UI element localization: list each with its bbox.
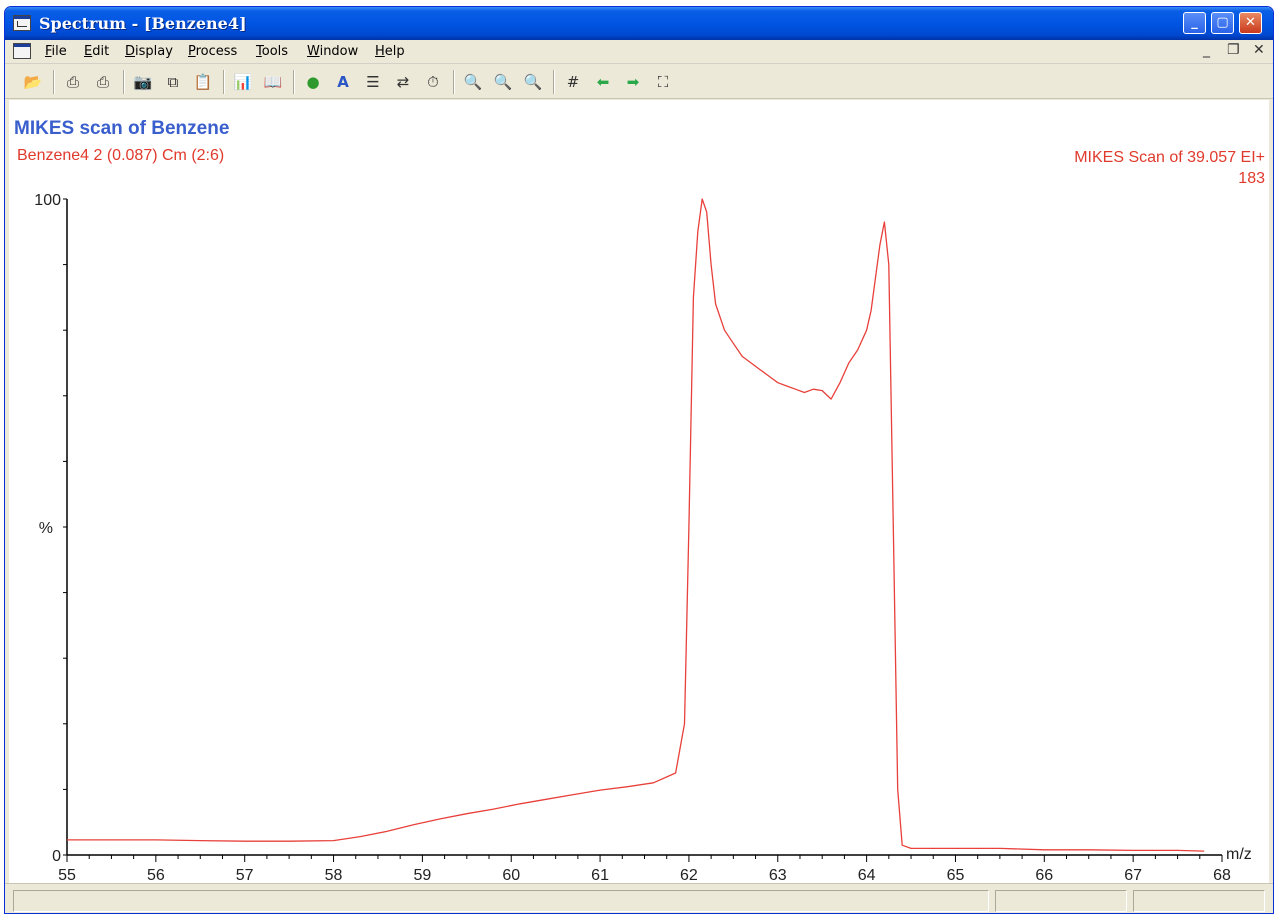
x-tick-label: 63 (769, 867, 787, 883)
camera-icon[interactable]: 📷 (133, 73, 153, 91)
menu-file[interactable]: File (45, 44, 67, 59)
spectrum-line (67, 198, 1205, 852)
mdi-minimize-button[interactable]: _ (1203, 42, 1210, 58)
zoom-in-icon[interactable]: 🔍 (463, 73, 483, 91)
window-title: Spectrum - [Benzene4] (39, 14, 247, 33)
timer-icon[interactable]: ⏱ (427, 73, 439, 91)
maximize-button[interactable]: ▢ (1211, 12, 1234, 34)
stack-icon[interactable]: ☰ (366, 73, 380, 91)
zoom-reset-icon[interactable]: 🔍 (523, 73, 543, 91)
toolbar-separator (123, 70, 125, 94)
grid-hash-icon[interactable]: # (566, 73, 580, 91)
app-icon[interactable] (13, 15, 31, 31)
status-bar (5, 883, 1273, 913)
arrow-left-icon[interactable]: ⬅ (596, 73, 610, 91)
document-icon[interactable] (13, 43, 31, 59)
y-tick-label: 100 (34, 192, 61, 209)
menu-window[interactable]: Window (307, 44, 359, 59)
status-pane-3 (1133, 890, 1265, 912)
print-preview-icon[interactable]: ⎙ (96, 73, 109, 91)
scan-label: MIKES Scan of 39.057 EI+ (1074, 149, 1265, 166)
transfer-icon[interactable]: ⇄ (396, 73, 410, 91)
mdi-restore-button[interactable]: ❐ (1227, 42, 1240, 58)
menu-tools[interactable]: Tools (256, 44, 289, 59)
spectrum-plot[interactable]: 55 56 57 58 59 60 61 62 63 64 65 66 67 68 0 100% m/z (9, 100, 1269, 883)
x-tick-label: 57 (236, 867, 254, 883)
menu-process[interactable]: Process (188, 44, 238, 59)
x-tick-label: 56 (147, 867, 165, 883)
menu-bar: File Edit Display Process Tools Window H… (5, 40, 1273, 64)
spectrum-window: Spectrum - [Benzene4] _ ▢ ✕ File Edit Di… (4, 6, 1274, 914)
x-tick-label: 68 (1213, 867, 1231, 883)
toolbar-separator (223, 70, 225, 94)
title-bar[interactable]: Spectrum - [Benzene4] _ ▢ ✕ (5, 7, 1273, 40)
toolbar-separator (53, 70, 55, 94)
toolbar: 📂 ⎙ ⎙ 📷 ⧉ 📋 📊 📖 ● A ☰ ⇄ ⏱ 🔍 🔍 🔍 # ⬅ ➡ ⛶ (5, 65, 1273, 99)
open-folder-icon[interactable]: 📂 (23, 73, 43, 91)
spectrum-view[interactable]: MIKES scan of Benzene Benzene4 2 (0.087)… (9, 100, 1269, 883)
menu-edit[interactable]: Edit (84, 44, 110, 59)
fit-screen-icon[interactable]: ⛶ (657, 73, 669, 91)
close-button[interactable]: ✕ (1239, 12, 1262, 34)
x-tick-label: 60 (502, 867, 520, 883)
x-tick-label: 59 (413, 867, 431, 883)
x-tick-label: 58 (325, 867, 343, 883)
minimize-button[interactable]: _ (1183, 12, 1206, 34)
y-tick-label: 0 (52, 848, 61, 865)
chart-title: MIKES scan of Benzene (14, 118, 230, 139)
x-tick-label: 66 (1035, 867, 1053, 883)
x-tick-label: 67 (1124, 867, 1142, 883)
x-tick-label: 65 (947, 867, 965, 883)
toolbar-separator (553, 70, 555, 94)
y-axis-label: % (39, 520, 53, 537)
print-icon[interactable]: ⎙ (66, 73, 79, 91)
scan-info: MIKES Scan of 39.057 EI+ 183 (1074, 147, 1265, 189)
toolbar-separator (453, 70, 455, 94)
zoom-out-icon[interactable]: 🔍 (493, 73, 513, 91)
menu-help[interactable]: Help (375, 44, 405, 59)
x-tick-label: 55 (58, 867, 76, 883)
x-tick-label: 62 (680, 867, 698, 883)
mdi-close-button[interactable]: ✕ (1253, 42, 1265, 58)
bar-chart-icon[interactable]: 📊 (233, 73, 253, 91)
scan-count: 183 (1238, 170, 1265, 187)
x-tick-label: 61 (591, 867, 609, 883)
chart-subtitle: Benzene4 2 (0.087) Cm (2:6) (17, 147, 225, 164)
text-a-icon[interactable]: A (337, 73, 349, 91)
menu-display[interactable]: Display (125, 44, 173, 59)
paste-icon[interactable]: 📋 (193, 73, 213, 91)
book-icon[interactable]: 📖 (263, 73, 283, 91)
status-pane-main (13, 890, 989, 912)
x-axis-label: m/z (1226, 846, 1252, 863)
arrow-right-icon[interactable]: ➡ (626, 73, 640, 91)
status-pane-2 (995, 890, 1127, 912)
toolbar-separator (293, 70, 295, 94)
globe-icon[interactable]: ● (306, 73, 320, 91)
x-tick-label: 64 (858, 867, 876, 883)
copy-icon[interactable]: ⧉ (167, 73, 179, 91)
